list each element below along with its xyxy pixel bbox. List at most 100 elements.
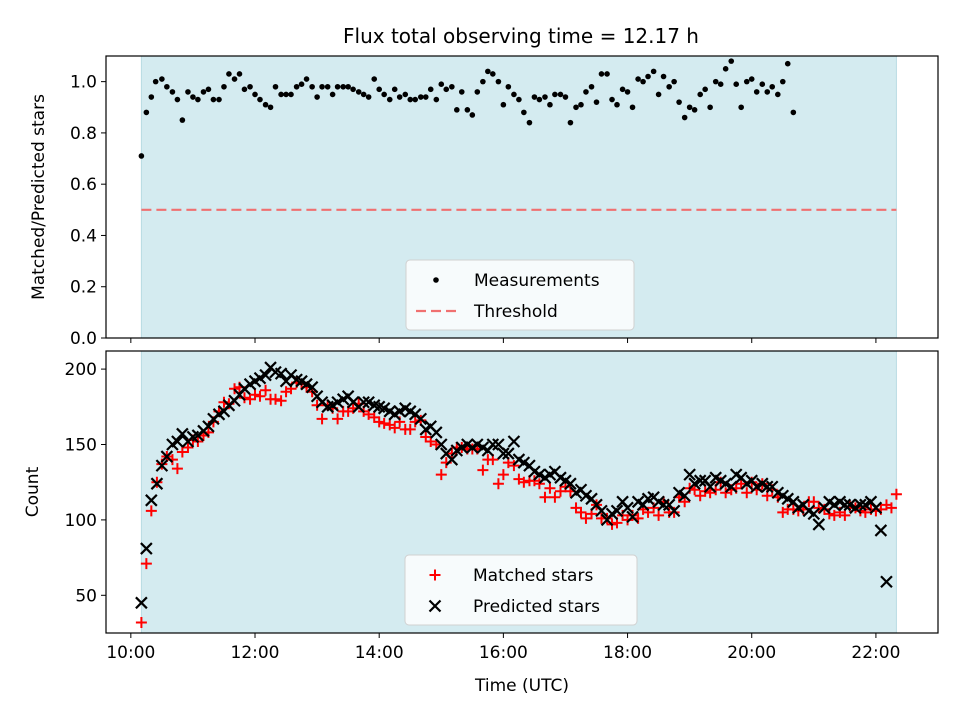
axes-frame (105, 350, 939, 634)
data-point (185, 89, 191, 95)
data-point (869, 501, 883, 515)
data-point (293, 83, 300, 90)
data-point (164, 83, 170, 90)
data-point (433, 96, 440, 103)
data-point (360, 91, 367, 98)
data-point (438, 81, 445, 87)
data-point (407, 96, 414, 103)
data-point (417, 94, 424, 100)
data-point (412, 96, 419, 103)
data-point (578, 101, 584, 108)
data-point (231, 76, 238, 82)
data-point (140, 558, 152, 570)
data-point (435, 438, 448, 451)
data-point (298, 81, 305, 87)
data-point (583, 89, 589, 95)
data-point (707, 104, 713, 111)
data-point (691, 107, 698, 113)
data-point (880, 575, 893, 589)
data-point (712, 78, 719, 85)
y-tick-label: 0.4 (70, 226, 97, 246)
data-point (477, 464, 489, 476)
data-point (148, 94, 155, 100)
data-point (549, 491, 561, 503)
data-point (171, 435, 184, 448)
data-point (262, 101, 269, 108)
data-point (539, 491, 551, 503)
data-point (305, 380, 319, 394)
data-point (610, 504, 624, 518)
data-point (247, 83, 253, 90)
data-point (135, 616, 147, 628)
data-point (446, 448, 458, 460)
data-point (355, 89, 362, 95)
data-point (743, 78, 750, 85)
data-point (619, 86, 626, 93)
data-point (274, 367, 288, 380)
data-point (155, 459, 169, 472)
data-point (490, 71, 496, 77)
data-point (252, 91, 258, 98)
data-point (511, 91, 517, 98)
data-point (874, 524, 888, 537)
data-point (443, 86, 450, 93)
data-point (717, 81, 724, 87)
data-point (332, 413, 344, 425)
legend-marker (433, 277, 439, 283)
x-tick-label: 22:00 (851, 643, 900, 663)
data-point (812, 518, 826, 531)
y-tick-label: 0.2 (70, 278, 97, 298)
data-point (738, 104, 744, 111)
data-point (202, 420, 215, 433)
data-point (502, 447, 515, 460)
data-point (275, 395, 287, 407)
data-point (533, 478, 545, 490)
data-point (241, 86, 248, 93)
data-point (626, 510, 639, 524)
data-point (386, 96, 393, 103)
legend-marker (429, 569, 441, 581)
data-point (500, 101, 507, 108)
y-axis-label: Matched/Predicted stars (29, 94, 49, 300)
data-point (216, 96, 222, 103)
data-point (283, 91, 289, 98)
data-point (759, 81, 766, 87)
data-point (676, 99, 682, 105)
data-point (272, 83, 279, 90)
data-point (495, 78, 502, 85)
data-point (492, 478, 504, 490)
axes-frame (105, 55, 939, 339)
data-point (396, 94, 403, 100)
data-point (150, 477, 164, 490)
data-point (311, 399, 323, 411)
data-point (174, 96, 181, 103)
data-point (703, 480, 717, 493)
data-point (371, 76, 378, 82)
y-tick-label: 0.6 (70, 175, 97, 195)
data-point (485, 68, 491, 75)
data-point (497, 447, 510, 460)
legend-label: Measurements (474, 271, 600, 291)
data-point (238, 392, 250, 404)
data-point (350, 86, 356, 93)
data-point (635, 76, 641, 82)
data-point (267, 104, 274, 111)
data-point (449, 83, 455, 90)
data-point (728, 58, 735, 64)
data-point (828, 509, 840, 521)
data-point (604, 71, 610, 77)
data-point (340, 83, 346, 90)
data-point (624, 89, 631, 95)
data-point (838, 498, 852, 512)
data-point (722, 66, 729, 72)
data-point (567, 119, 574, 126)
data-point (176, 427, 189, 441)
x-tick-label: 12:00 (231, 643, 280, 663)
data-point (542, 94, 548, 100)
data-point (345, 83, 351, 90)
data-point (521, 109, 527, 116)
data-point (526, 119, 533, 126)
data-point (427, 86, 434, 93)
data-point (278, 91, 284, 98)
